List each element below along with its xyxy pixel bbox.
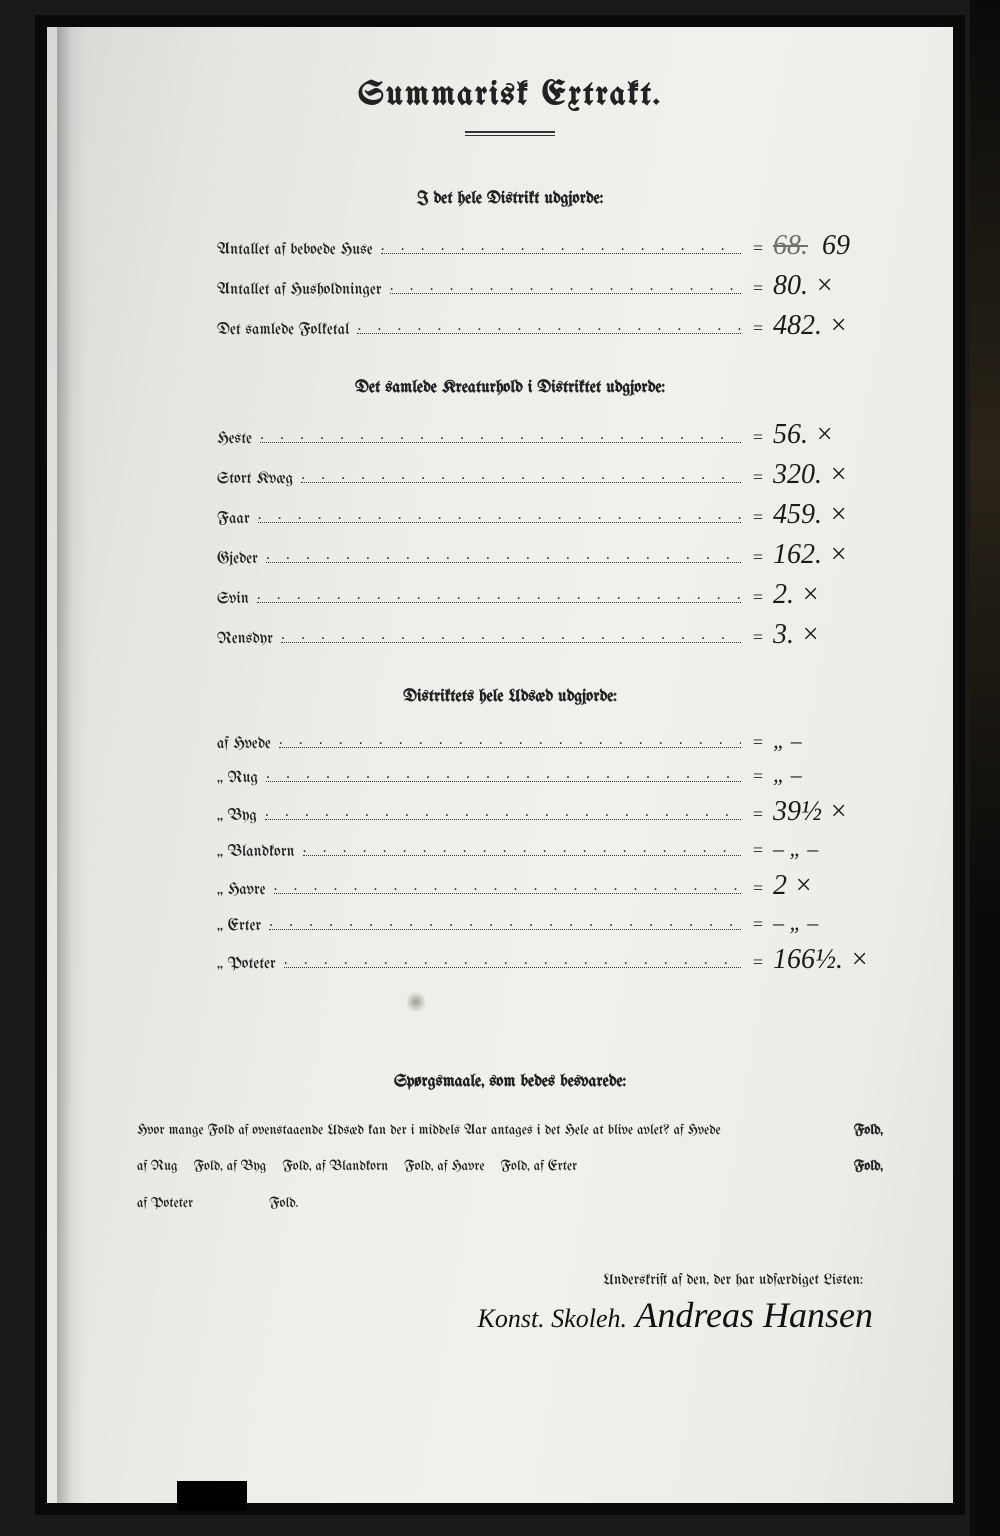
questions-heading: Spørgsmaale, som bedes besvarede: xyxy=(127,1074,893,1091)
page-title: Summarisk Extrakt. xyxy=(127,77,893,113)
question-line: af Rug Fold, af Byg Fold, af Blandkorn F… xyxy=(137,1149,883,1185)
section2-rows: Heste=56. × Stort Kvæg=320. × Faar=459. … xyxy=(217,419,873,651)
question-line: Hvor mange Fold af ovenstaaende Udsæd ka… xyxy=(137,1113,883,1149)
section2-heading: Det samlede Kreaturhold i Distriktet udg… xyxy=(127,380,893,397)
row-label: Antallet af beboede Huse xyxy=(217,242,373,259)
scan-frame: Summarisk Extrakt. I det hele Distrikt u… xyxy=(35,15,965,1515)
question-line: af Poteter Fold. xyxy=(137,1186,883,1222)
table-row: „ Blandkorn=– „ – xyxy=(217,836,873,862)
document-page: Summarisk Extrakt. I det hele Distrikt u… xyxy=(47,27,953,1503)
leader-dots xyxy=(357,318,740,334)
ink-smudge xyxy=(407,990,425,1014)
table-row: „ Byg=39½ × xyxy=(217,796,873,828)
equals-sign: = xyxy=(753,238,763,259)
index-tab xyxy=(177,1481,247,1511)
row-value: 482. × xyxy=(773,310,873,342)
row-label: Det samlede Folketal xyxy=(217,322,349,339)
row-value: 68. 69 xyxy=(773,230,873,262)
scan-edge xyxy=(970,0,1000,1536)
table-row: Det samlede Folketal = 482. × xyxy=(217,310,873,342)
table-row: Svin=2. × xyxy=(217,579,873,611)
table-row: „ Poteter=166½. × xyxy=(217,944,873,976)
table-row: Stort Kvæg=320. × xyxy=(217,459,873,491)
table-row: Gjeder=162. × xyxy=(217,539,873,571)
table-row: „ Erter=– „ – xyxy=(217,910,873,936)
section3-heading: Distriktets hele Udsæd udgjorde: xyxy=(127,689,893,706)
leader-dots xyxy=(381,238,741,254)
table-row: Faar=459. × xyxy=(217,499,873,531)
table-row: af Hvede=„ – xyxy=(217,728,873,754)
section1-rows: Antallet af beboede Huse = 68. 69 Antall… xyxy=(217,230,873,342)
table-row: Heste=56. × xyxy=(217,419,873,451)
row-value: 80. × xyxy=(773,270,873,302)
table-row: Antallet af Husholdninger = 80. × xyxy=(217,270,873,302)
questions-block: Hvor mange Fold af ovenstaaende Udsæd ka… xyxy=(127,1113,893,1222)
row-label: Antallet af Husholdninger xyxy=(217,282,382,299)
table-row: Rensdyr=3. × xyxy=(217,619,873,651)
section3-rows: af Hvede=„ – „ Rug=„ – „ Byg=39½ × „ Bla… xyxy=(217,728,873,976)
signature-label: Underskrift af den, der har udfærdiget L… xyxy=(127,1272,893,1288)
table-row: „ Rug=„ – xyxy=(217,762,873,788)
leader-dots xyxy=(390,278,741,294)
section1-heading: I det hele Distrikt udgjorde: xyxy=(127,191,893,208)
signature: Konst. Skoleh. Andreas Hansen xyxy=(127,1294,893,1336)
table-row: „ Havre=2 × xyxy=(217,870,873,902)
title-rule xyxy=(465,131,555,136)
table-row: Antallet af beboede Huse = 68. 69 xyxy=(217,230,873,262)
